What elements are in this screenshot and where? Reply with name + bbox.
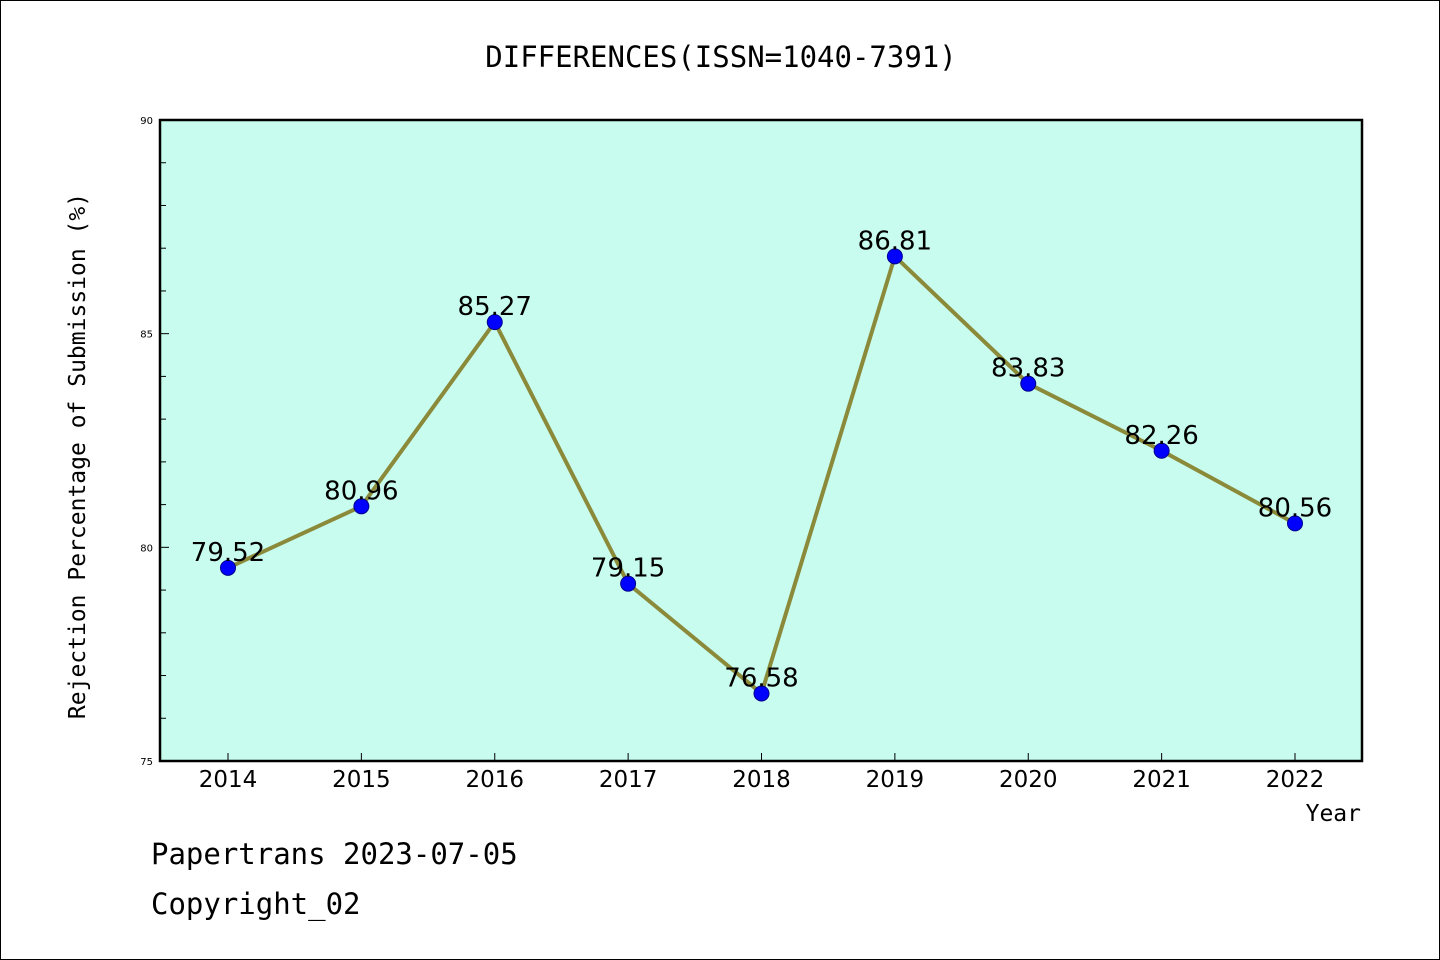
x-tick-label: 2021: [1132, 767, 1191, 793]
data-label: 82.26: [1124, 421, 1198, 451]
data-point: [353, 498, 370, 515]
data-point: [1287, 515, 1303, 532]
footer-date: Papertrans 2023-07-05: [151, 837, 518, 871]
data-point: [886, 248, 903, 265]
data-point: [753, 685, 770, 702]
data-label: 86.81: [858, 226, 932, 256]
data-point: [1153, 442, 1170, 459]
x-tick-label: 2016: [465, 767, 524, 793]
data-label: 83.83: [991, 354, 1065, 384]
x-axis-label: Year: [1306, 801, 1361, 827]
x-tick-label: 2020: [999, 767, 1058, 793]
x-tick-label: 2017: [599, 767, 658, 793]
plot-area: [158, 118, 1364, 763]
y-tick-label: 75: [140, 757, 153, 768]
data-label: 85.27: [458, 292, 532, 322]
x-tick-label: 2019: [866, 767, 925, 793]
x-tick-label: 2015: [332, 767, 391, 793]
data-point: [486, 314, 503, 331]
x-tick-label: 2022: [1266, 767, 1325, 793]
y-tick-label: 90: [140, 116, 153, 127]
data-label: 80.96: [324, 476, 398, 506]
x-axis: 2014 2015 2016 2017 2018 2019 2020 2021 2022: [199, 753, 1325, 793]
data-points: [220, 248, 1303, 702]
data-label: 79.52: [191, 538, 265, 568]
y-tick-label: 85: [140, 330, 153, 341]
data-label: 76.58: [724, 663, 798, 693]
data-label: 79.15: [591, 554, 665, 584]
data-point: [1020, 375, 1037, 392]
footer-copyright: Copyright_02: [151, 887, 361, 921]
x-tick-label: 2014: [199, 767, 258, 793]
data-point: [220, 559, 236, 576]
data-point: [620, 575, 637, 592]
data-labels: 79.52 80.96 85.27 79.15 76.58 86.81 83.83 82.26…: [191, 226, 1332, 693]
x-tick-label: 2018: [732, 767, 791, 793]
data-label: 80.56: [1258, 493, 1332, 523]
y-axis: 75 80 85 90: [140, 116, 169, 768]
y-tick-label: 80: [140, 543, 153, 554]
y-axis-label: Rejection Percentage of Submission (%): [65, 193, 91, 719]
chart-title: DIFFERENCES(ISSN=1040-7391): [485, 40, 956, 74]
